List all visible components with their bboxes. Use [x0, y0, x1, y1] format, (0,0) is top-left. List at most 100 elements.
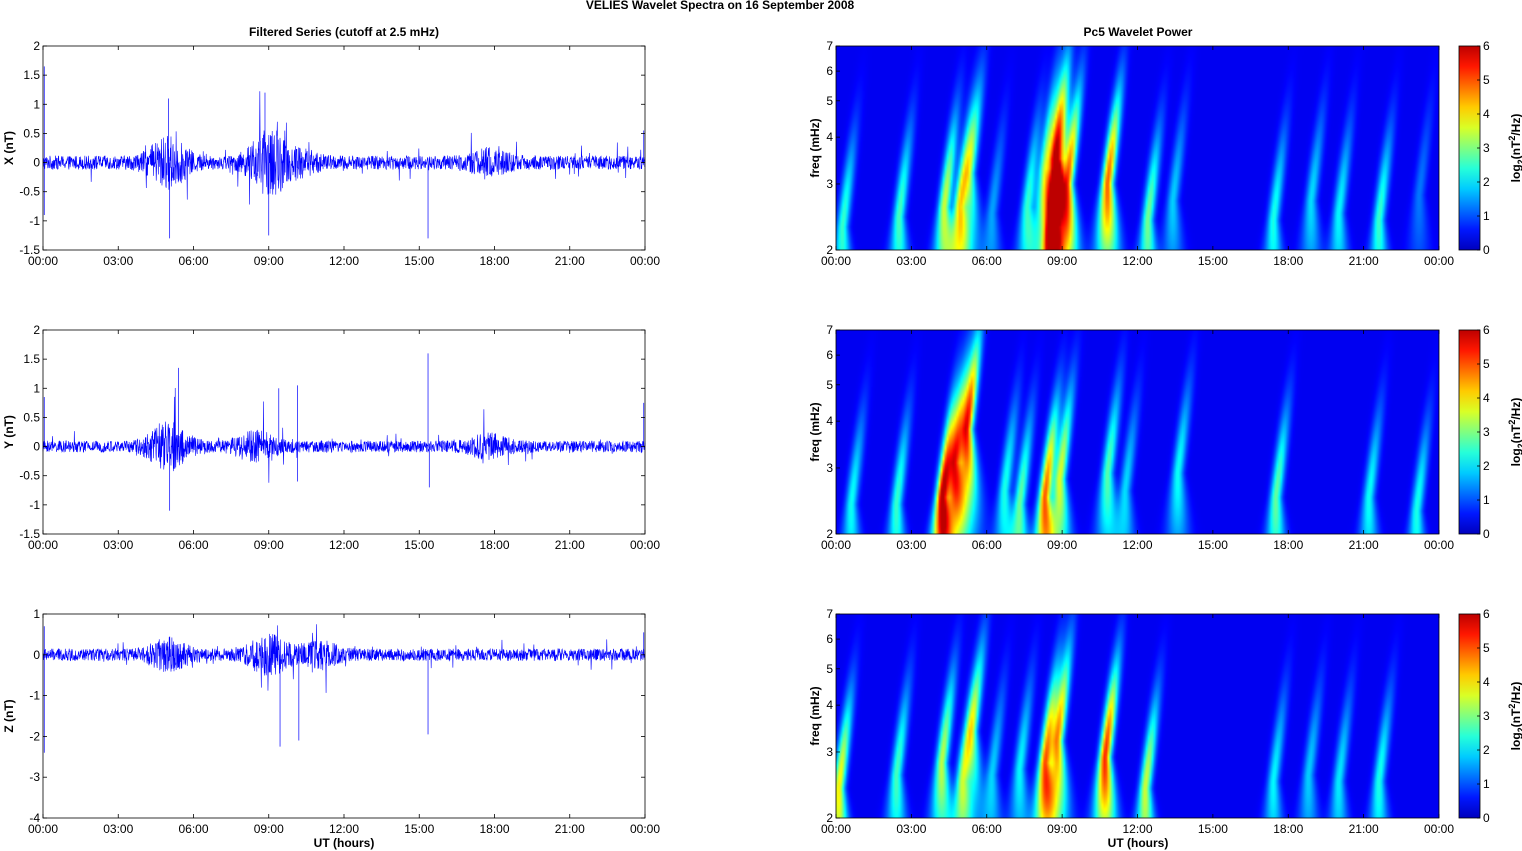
- filtered-y-x-tick-label: 00:00: [28, 538, 58, 552]
- wavelet-z-panel: 2 3 4 5 6 7 00:00 03:00 06:00 09:00 12:00 15:00 18:…: [808, 607, 1522, 850]
- wavelet-z-x-tick-label: 00:00: [1424, 822, 1454, 836]
- filtered-x-axes-box: [42, 45, 646, 251]
- filtered-y-axes-box: [42, 329, 646, 535]
- wavelet-z-y-tick-label: 5: [826, 662, 833, 676]
- filtered-z-trace-line: [42, 624, 646, 693]
- filtered-y-x-tick-label: 00:00: [630, 538, 660, 552]
- wavelet-y-x-ticks: 00:00 03:00 06:00 09:00 12:00 15:00 18:00 21:00…: [821, 330, 1454, 552]
- filtered-x-trace-line: [42, 91, 646, 205]
- filtered-z-plot-area: [42, 624, 646, 753]
- filtered-y-x-tick-label: 09:00: [254, 538, 284, 552]
- wavelet-x-y-tick-label: 5: [826, 94, 833, 108]
- wavelet-z-colorbar-tick-label: 4: [1483, 675, 1490, 689]
- wavelet-y-y-tick-label: 5: [826, 378, 833, 392]
- wavelet-x-power-map: [836, 46, 1439, 250]
- filtered-z-x-tick-label: 06:00: [178, 822, 208, 836]
- wavelet-x-x-tick-label: 03:00: [896, 254, 926, 268]
- filtered-y-y-tick-label: -0.5: [19, 469, 40, 483]
- filtered-z-x-tick-label: 00:00: [28, 822, 58, 836]
- wavelet-z-ylabel: freq (mHz): [808, 686, 822, 745]
- wavelet-y-colorbar-tick-label: 2: [1483, 459, 1490, 473]
- wavelet-z-y-tick-label: 3: [826, 745, 833, 759]
- filtered-x-x-ticks: 00:00 03:00 06:00 09:00 12:00 15:00 18:00 21:00…: [28, 46, 660, 268]
- filtered-z-y-tick-label: 1: [33, 607, 40, 621]
- wavelet-y-y-tick-label: 4: [826, 414, 833, 428]
- wavelet-x-colorbar-tick-label: 4: [1483, 107, 1490, 121]
- wavelet-x-x-tick-label: 00:00: [821, 254, 851, 268]
- filtered-x-x-tick-label: 18:00: [479, 254, 509, 268]
- filtered-x-plot-area: [42, 66, 646, 239]
- wavelet-z-xlabel: UT (hours): [1108, 836, 1169, 850]
- filtered-z-x-tick-label: 00:00: [630, 822, 660, 836]
- wavelet-y-colorbar-tick-label: 0: [1483, 527, 1490, 541]
- wavelet-z-heatmap: [836, 614, 1439, 818]
- wavelet-x-x-tick-label: 12:00: [1122, 254, 1152, 268]
- filtered-z-xlabel: UT (hours): [314, 836, 375, 850]
- filtered-y-x-tick-label: 18:00: [479, 538, 509, 552]
- wavelet-z-colorbar: 0 1 2 3 4 5 6 log2(nT2/Hz): [1458, 607, 1522, 825]
- wavelet-z-x-tick-label: 21:00: [1349, 822, 1379, 836]
- filtered-y-y-tick-label: 2: [33, 323, 40, 337]
- filtered-x-y-tick-label: 0.5: [23, 126, 40, 140]
- wavelet-x-colorbar-label: log2(nT2/Hz): [1507, 114, 1522, 183]
- wavelet-x-panel: Pc5 Wavelet Power 2 3 4 5 6 7 00:00 03:00 06:00…: [808, 25, 1522, 268]
- wavelet-z-colorbar-tick-label: 5: [1483, 641, 1490, 655]
- filtered-z-y-tick-label: 0: [33, 648, 40, 662]
- wavelet-panel-title: Pc5 Wavelet Power: [1084, 25, 1193, 39]
- filtered-x-ylabel: X (nT): [2, 131, 16, 165]
- filtered-x-x-tick-label: 09:00: [254, 254, 284, 268]
- filtered-y-x-tick-label: 06:00: [178, 538, 208, 552]
- wavelet-y-x-tick-label: 06:00: [972, 538, 1002, 552]
- filtered-y-y-tick-label: 0: [33, 440, 40, 454]
- wavelet-y-y-tick-label: 7: [826, 323, 833, 337]
- filtered-x-x-tick-label: 12:00: [329, 254, 359, 268]
- wavelet-x-colorbar-tick-label: 1: [1483, 209, 1490, 223]
- wavelet-x-x-tick-label: 21:00: [1349, 254, 1379, 268]
- wavelet-y-colorbar-tick-label: 3: [1483, 425, 1490, 439]
- wavelet-z-x-tick-label: 15:00: [1198, 822, 1228, 836]
- filtered-x-y-tick-label: -1: [29, 214, 40, 228]
- wavelet-x-x-ticks: 00:00 03:00 06:00 09:00 12:00 15:00 18:00 21:00…: [821, 46, 1454, 268]
- wavelet-z-y-ticks: 2 3 4 5 6 7: [826, 607, 840, 825]
- filtered-y-x-tick-label: 12:00: [329, 538, 359, 552]
- filtered-x-panel: Filtered Series (cutoff at 2.5 mHz) -1.5…: [2, 25, 660, 268]
- wavelet-z-y-tick-label: 4: [826, 698, 833, 712]
- wavelet-z-x-tick-label: 18:00: [1273, 822, 1303, 836]
- wavelet-z-colorbar-tick-label: 2: [1483, 743, 1490, 757]
- wavelet-z-colorbar-tick-label: 1: [1483, 777, 1490, 791]
- filtered-y-y-tick-label: -1.5: [19, 527, 40, 541]
- wavelet-z-x-tick-label: 03:00: [896, 822, 926, 836]
- wavelet-y-power-map: [836, 330, 1439, 534]
- filtered-z-y-tick-label: -2: [29, 729, 40, 743]
- wavelet-y-ylabel: freq (mHz): [808, 402, 822, 461]
- filtered-x-x-tick-label: 00:00: [630, 254, 660, 268]
- filtered-x-y-tick-label: 1: [33, 97, 40, 111]
- wavelet-y-x-tick-label: 21:00: [1349, 538, 1379, 552]
- wavelet-z-colorbar-scale: [1458, 613, 1481, 819]
- wavelet-z-colorbar-label: log2(nT2/Hz): [1507, 682, 1522, 751]
- wavelet-y-x-tick-label: 00:00: [821, 538, 851, 552]
- wavelet-x-colorbar: 0 1 2 3 4 5 6 log2(nT2/Hz): [1458, 39, 1522, 257]
- filtered-x-x-tick-label: 06:00: [178, 254, 208, 268]
- wavelet-y-x-tick-label: 18:00: [1273, 538, 1303, 552]
- filtered-y-trace-line: [42, 388, 646, 483]
- wavelet-z-colorbar-tick-label: 3: [1483, 709, 1490, 723]
- wavelet-x-ylabel: freq (mHz): [808, 118, 822, 177]
- wavelet-y-x-tick-label: 12:00: [1122, 538, 1152, 552]
- wavelet-x-colorbar-tick-label: 3: [1483, 141, 1490, 155]
- filtered-z-y-tick-label: -1: [29, 689, 40, 703]
- wavelet-y-y-tick-label: 3: [826, 461, 833, 475]
- wavelet-z-y-tick-label: 2: [826, 811, 833, 825]
- wavelet-x-y-tick-label: 6: [826, 64, 833, 78]
- filtered-x-x-tick-label: 21:00: [555, 254, 585, 268]
- figure-suptitle: VELIES Wavelet Spectra on 16 September 2…: [586, 0, 855, 12]
- wavelet-x-colorbar-tick-label: 6: [1483, 39, 1490, 53]
- wavelet-x-y-tick-label: 3: [826, 177, 833, 191]
- filtered-x-y-tick-label: 1.5: [23, 68, 40, 82]
- filtered-z-axes-box: [42, 613, 646, 819]
- wavelet-x-y-ticks: 2 3 4 5 6 7: [826, 39, 840, 257]
- wavelet-y-colorbar-scale: [1458, 329, 1481, 535]
- wavelet-y-colorbar: 0 1 2 3 4 5 6 log2(nT2/Hz): [1458, 323, 1522, 541]
- wavelet-x-x-tick-label: 09:00: [1047, 254, 1077, 268]
- wavelet-y-y-tick-label: 2: [826, 527, 833, 541]
